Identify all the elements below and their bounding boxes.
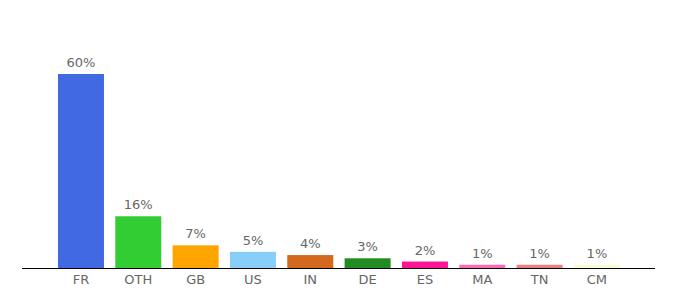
bar: [115, 216, 161, 268]
category-label: TN: [530, 272, 549, 287]
data-label: 7%: [185, 226, 206, 241]
category-label: OTH: [124, 272, 152, 287]
bar: [230, 252, 276, 268]
bar: [173, 245, 219, 268]
category-label: ES: [417, 272, 433, 287]
category-label: GB: [186, 272, 205, 287]
data-label: 16%: [124, 197, 153, 212]
bar: [402, 262, 448, 268]
data-label: 5%: [243, 233, 264, 248]
data-label: 1%: [472, 246, 493, 261]
data-label: 4%: [300, 236, 321, 251]
bar: [517, 265, 563, 268]
category-label: DE: [358, 272, 376, 287]
bars: [58, 74, 620, 268]
data-label: 1%: [587, 246, 608, 261]
x-axis: [22, 268, 655, 269]
category-label: US: [244, 272, 262, 287]
labels: 60% FR 16% OTH 7% GB 5% US 4% IN 3% DE 2% ES 1% MA 1% TN 1…: [67, 55, 608, 287]
data-label: 1%: [529, 246, 550, 261]
data-label: 60%: [67, 55, 96, 70]
category-label: FR: [73, 272, 90, 287]
bar: [459, 265, 505, 268]
data-label: 3%: [357, 239, 378, 254]
data-label: 2%: [415, 243, 436, 258]
category-label: IN: [304, 272, 318, 287]
category-label: MA: [472, 272, 492, 287]
bar: [287, 255, 333, 268]
category-label: CM: [587, 272, 607, 287]
bar: [345, 258, 391, 268]
chart: 60% FR 16% OTH 7% GB 5% US 4% IN 3% DE 2% ES 1% MA 1% TN 1…: [0, 0, 680, 300]
bar: [574, 265, 620, 268]
bar: [58, 74, 104, 268]
